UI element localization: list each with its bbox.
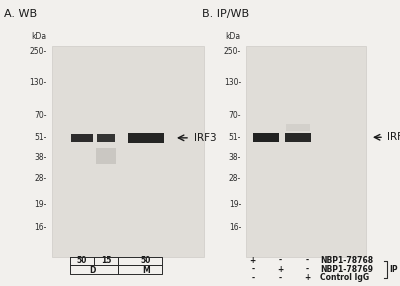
Bar (285, 133, 311, 142)
Text: 250-: 250- (224, 47, 241, 56)
Bar (71, 134, 93, 142)
Bar (246, 46, 366, 257)
Bar (96, 148, 116, 164)
Text: B. IP/WB: B. IP/WB (202, 9, 249, 19)
Text: 16-: 16- (229, 223, 241, 232)
Text: 50: 50 (141, 256, 151, 265)
Text: -: - (278, 256, 282, 265)
Text: 50: 50 (77, 256, 87, 265)
Text: IP: IP (389, 265, 398, 274)
Text: Control IgG: Control IgG (320, 273, 369, 283)
Text: +: + (304, 273, 310, 283)
Bar (97, 134, 115, 142)
Text: -: - (306, 256, 309, 265)
Text: 130-: 130- (29, 78, 46, 88)
Text: 70-: 70- (34, 111, 46, 120)
Bar (128, 133, 164, 142)
Text: IRF3: IRF3 (387, 132, 400, 142)
Text: -: - (251, 265, 254, 274)
Text: 250-: 250- (29, 47, 46, 56)
Text: 28-: 28- (34, 174, 46, 183)
Text: 51-: 51- (229, 133, 241, 142)
Text: 19-: 19- (34, 200, 46, 209)
Text: IRF3: IRF3 (194, 133, 217, 143)
Text: -: - (278, 273, 282, 283)
Text: 16-: 16- (34, 223, 46, 232)
Text: NBP1-78769: NBP1-78769 (320, 265, 373, 274)
Text: NBP1-78768: NBP1-78768 (320, 256, 373, 265)
Text: M: M (142, 266, 150, 275)
Text: -: - (306, 265, 309, 274)
Text: 19-: 19- (229, 200, 241, 209)
Text: kDa: kDa (31, 33, 46, 41)
Text: +: + (250, 256, 256, 265)
Text: kDa: kDa (225, 33, 240, 41)
Text: -: - (251, 273, 254, 283)
Text: D: D (90, 266, 96, 275)
Text: 130-: 130- (224, 78, 241, 88)
Bar (52, 46, 204, 257)
Text: A. WB: A. WB (4, 9, 37, 19)
Bar (253, 133, 279, 142)
Text: 28-: 28- (229, 174, 241, 183)
Text: 70-: 70- (229, 111, 241, 120)
Text: +: + (277, 265, 283, 274)
Text: 15: 15 (101, 256, 111, 265)
Text: 38-: 38- (229, 153, 241, 162)
Bar (286, 124, 310, 131)
Text: 38-: 38- (34, 153, 46, 162)
Text: 51-: 51- (34, 133, 46, 142)
